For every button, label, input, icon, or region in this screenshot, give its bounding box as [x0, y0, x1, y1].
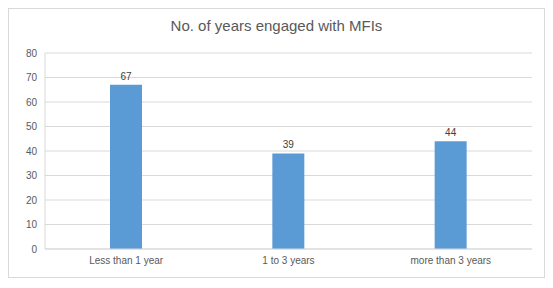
svg-text:44: 44 — [445, 127, 457, 138]
svg-text:40: 40 — [26, 146, 38, 157]
html-text:No. of years engaged with MFIs: No. of years engaged with MFIs — [170, 17, 383, 34]
svg-text:Less than 1 year: Less than 1 year — [89, 255, 164, 266]
svg-text:30: 30 — [26, 170, 38, 181]
svg-text:10: 10 — [26, 219, 38, 230]
svg-text:1 to 3 years: 1 to 3 years — [262, 255, 314, 266]
svg-text:20: 20 — [26, 195, 38, 206]
svg-text:50: 50 — [26, 121, 38, 132]
svg-text:60: 60 — [26, 97, 38, 108]
svg-text:more than 3 years: more than 3 years — [411, 255, 492, 266]
svg-text:67: 67 — [120, 71, 132, 82]
svg-text:70: 70 — [26, 72, 38, 83]
svg-text:39: 39 — [283, 139, 295, 150]
svg-text:0: 0 — [31, 244, 37, 255]
svg-text:80: 80 — [26, 48, 38, 59]
